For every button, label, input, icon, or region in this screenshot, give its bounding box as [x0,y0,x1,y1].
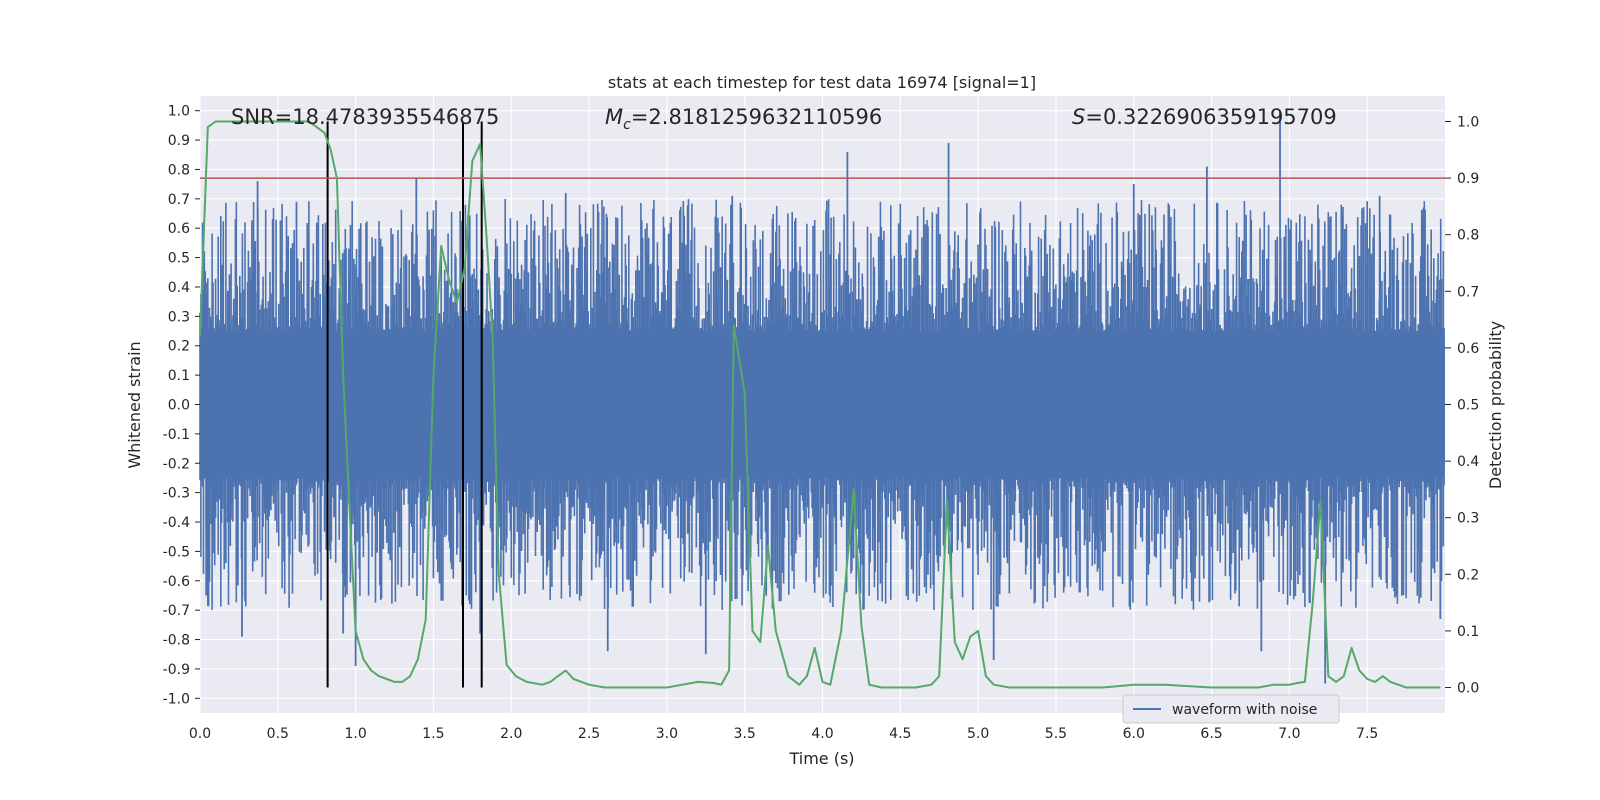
y-right-tick-label: 0.7 [1457,284,1479,300]
y-left-tick-label: 0.5 [168,251,190,267]
y-right-tick-label: 0.0 [1457,681,1479,697]
y-left-tick-label: -1.0 [163,691,190,707]
y-left-tick-label: 1.0 [168,104,190,120]
mc-subscript: c [623,117,631,133]
x-tick-label: 1.5 [422,726,444,742]
y-right-axis-ticks: 1.0 0.9 0.8 0.7 0.6 0.5 0.4 0.3 0.2 0.1 0.0 [1445,114,1479,697]
marker-lines [326,121,483,688]
snr-annotation: SNR=18.4783935546875 [231,105,499,129]
y-left-tick-label: -0.9 [163,662,190,678]
x-tick-label: 2.5 [578,726,600,742]
y-right-tick-label: 0.6 [1457,341,1479,357]
legend: waveform with noise [1122,694,1340,724]
y-left-tick-label: -0.7 [163,603,190,619]
y-left-tick-label: -0.2 [163,456,190,472]
x-tick-label: 5.0 [967,726,989,742]
x-tick-label: 4.5 [889,726,911,742]
x-tick-label: 7.5 [1356,726,1378,742]
y-left-tick-label: 0.2 [168,339,190,355]
y-left-tick-label: 0.6 [168,221,190,237]
y-left-tick-label: 0.1 [168,368,190,384]
y-left-axis-label: Whitened strain [125,341,144,468]
s-annotation: S=0.3226906359195709 [1072,105,1337,129]
probability-line [199,120,1441,689]
y-left-tick-label: 0.9 [168,133,190,149]
y-left-tick-label: -0.3 [163,486,190,502]
y-right-tick-label: 0.4 [1457,454,1479,470]
y-left-tick-label: -0.8 [163,633,190,649]
x-tick-label: 5.5 [1045,726,1067,742]
x-tick-label: 3.0 [656,726,678,742]
legend-box [1122,694,1340,724]
x-tick-label: 7.0 [1278,726,1300,742]
y-right-tick-label: 0.5 [1457,398,1479,414]
x-tick-label: 3.5 [734,726,756,742]
y-left-tick-label: 0.8 [168,162,190,178]
chart-title: stats at each timestep for test data 169… [608,73,1036,92]
mc-value: =2.8181259632110596 [631,105,882,129]
x-axis-ticks: 0.0 0.5 1.0 1.5 2.0 2.5 3.0 3.5 4.0 4.5 5.0 5.5 6.0 6… [189,726,1378,742]
y-left-tick-label: 0.7 [168,192,190,208]
y-left-tick-label: 0.3 [168,309,190,325]
y-left-tick-label: 0.0 [168,398,190,414]
detection-probability-series [199,120,1441,689]
waveform-noise [199,199,1445,610]
x-tick-label: 4.0 [811,726,833,742]
x-tick-label: 6.5 [1200,726,1222,742]
waveform-series [199,110,1445,684]
x-tick-label: 1.0 [344,726,366,742]
y-left-tick-label: -0.1 [163,427,190,443]
mc-symbol: M [605,105,623,129]
y-left-axis-ticks: 1.0 0.9 0.8 0.7 0.6 0.5 0.4 0.3 0.2 0.1 0.0 -0.1 -0.… [163,104,200,707]
s-value: =0.3226906359195709 [1085,105,1336,129]
y-right-axis-label: Detection probability [1486,321,1505,489]
x-tick-label: 0.0 [189,726,211,742]
y-left-tick-label: 0.4 [168,280,190,296]
y-left-tick-label: -0.4 [163,515,190,531]
y-left-tick-label: -0.6 [163,574,190,590]
x-axis-label: Time (s) [788,749,854,768]
y-left-tick-label: -0.5 [163,544,190,560]
x-tick-label: 2.0 [500,726,522,742]
y-right-tick-label: 0.2 [1457,567,1479,583]
y-right-tick-label: 1.0 [1457,114,1479,130]
x-tick-label: 0.5 [267,726,289,742]
y-right-tick-label: 0.1 [1457,624,1479,640]
x-tick-label: 6.0 [1123,726,1145,742]
y-right-tick-label: 0.8 [1457,228,1479,244]
y-right-tick-label: 0.9 [1457,171,1479,187]
legend-entry-waveform: waveform with noise [1172,702,1317,718]
y-right-tick-label: 0.3 [1457,511,1479,527]
s-symbol: S [1072,105,1085,129]
mc-annotation: Mc=2.8181259632110596 [605,105,882,133]
